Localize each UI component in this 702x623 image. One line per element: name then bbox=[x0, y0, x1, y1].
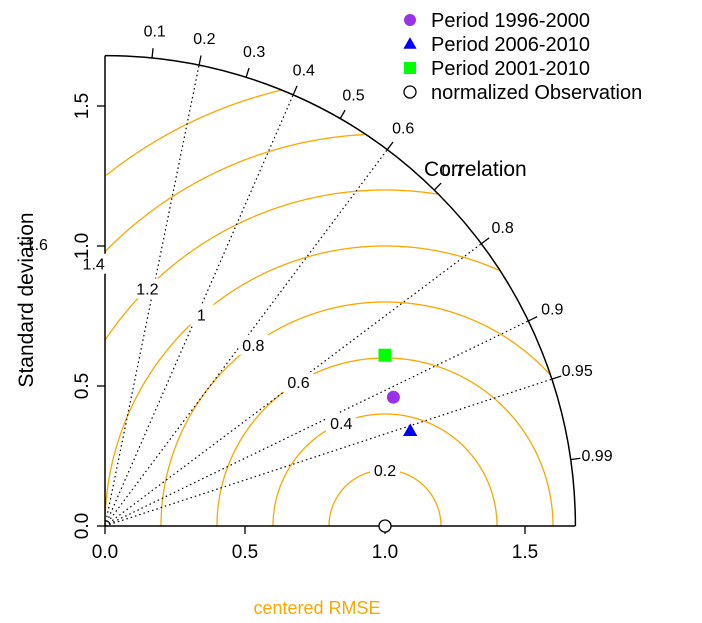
correlation-tick-label: 0.8 bbox=[491, 220, 513, 237]
correlation-tick bbox=[480, 237, 490, 245]
data-point-triangle bbox=[403, 423, 418, 436]
rmse-label-background bbox=[132, 278, 163, 299]
correlation-tick-label: 0.9 bbox=[541, 301, 563, 318]
rmse-contour-label: 0.4 bbox=[330, 416, 352, 433]
correlation-tick-label: 0.99 bbox=[581, 448, 612, 465]
data-point-square bbox=[378, 348, 392, 362]
rmse-contour bbox=[104, 245, 501, 526]
x-axis-title: centered RMSE bbox=[253, 598, 380, 618]
y-axis-tick-label: 1.0 bbox=[72, 233, 93, 259]
correlation-line bbox=[104, 378, 553, 527]
rmse-label-background bbox=[21, 234, 52, 255]
rmse-contour-label: 0.8 bbox=[242, 338, 264, 355]
rmse-label-background bbox=[283, 371, 314, 392]
rmse-contour-label: 1.4 bbox=[83, 257, 105, 274]
legend-marker bbox=[403, 37, 417, 49]
rmse-contour bbox=[216, 357, 554, 526]
correlation-tick bbox=[386, 141, 394, 151]
correlation-tick-label: 0.5 bbox=[342, 88, 364, 105]
rmse-contour-label: 1.2 bbox=[136, 281, 158, 298]
correlation-tick bbox=[245, 67, 250, 78]
data-points bbox=[378, 348, 418, 533]
legend-marker bbox=[404, 62, 416, 74]
observation-point bbox=[378, 519, 392, 533]
rmse-contours bbox=[104, 89, 554, 526]
correlation-tick bbox=[433, 182, 442, 191]
correlation-line bbox=[104, 320, 529, 527]
rmse-label-background bbox=[370, 460, 400, 480]
correlation-axis-title: Correlation bbox=[424, 158, 527, 181]
sd-outer-arc bbox=[104, 54, 577, 527]
correlation-tick-label: 0.4 bbox=[293, 62, 315, 79]
rmse-label-background bbox=[326, 412, 357, 433]
legend-label: Period 2001-2010 bbox=[431, 58, 590, 80]
rmse-label-background bbox=[238, 334, 269, 355]
data-point-circle bbox=[386, 390, 400, 404]
legend-label: normalized Observation bbox=[431, 82, 642, 104]
rmse-label-background bbox=[186, 304, 217, 325]
correlation-tick bbox=[528, 316, 538, 322]
y-axis-tick-label: 0.5 bbox=[72, 373, 93, 399]
x-axis-tick-label: 1.5 bbox=[512, 542, 538, 563]
legend-marker bbox=[404, 14, 416, 26]
legend-label: Period 2006-2010 bbox=[431, 34, 590, 56]
rmse-contour bbox=[160, 301, 551, 526]
axes: 0.0 0.0 0.5 0.5 1.0 1.0 1.5 1.5 bbox=[72, 93, 538, 563]
correlation-tick-label: 0.95 bbox=[562, 363, 593, 380]
correlation-tick bbox=[570, 457, 581, 461]
rmse-contour-label: 0.6 bbox=[287, 375, 309, 392]
rmse-contour-labels: 0.2 0.4 0.6 0.8 1 1.2 1.4 1.6 bbox=[21, 234, 400, 480]
y-axis-tick-label: 1.5 bbox=[72, 93, 93, 119]
correlation-tick-label: 0.6 bbox=[392, 120, 414, 137]
correlation-tick bbox=[551, 375, 562, 380]
correlation-tick bbox=[339, 109, 346, 119]
rmse-contour bbox=[105, 189, 438, 340]
x-axis-tick-label: 0.0 bbox=[92, 542, 118, 563]
diagram-frame bbox=[104, 54, 577, 527]
legend-label: Period 1996-2000 bbox=[431, 10, 590, 32]
rmse-contour-label: 1.6 bbox=[26, 237, 48, 254]
rmse-contour bbox=[105, 89, 281, 176]
y-axis-title: Standard deviation bbox=[15, 212, 38, 387]
legend-marker bbox=[403, 85, 417, 99]
correlation-tick-label: 0.1 bbox=[144, 23, 166, 40]
correlation-tick-label: 0.2 bbox=[193, 31, 215, 48]
correlation-tick bbox=[151, 48, 154, 59]
rmse-contour bbox=[272, 413, 498, 526]
correlation-tick-label: 0.7 bbox=[442, 163, 464, 180]
correlation-tick-label: 0.3 bbox=[243, 44, 265, 61]
correlation-tick bbox=[198, 55, 202, 66]
x-axis-tick-label: 0.5 bbox=[232, 542, 258, 563]
x-axis-tick-label: 1.0 bbox=[372, 542, 398, 563]
rmse-contour-label: 1 bbox=[197, 308, 206, 325]
correlation-tick-labels: 0.1 0.2 0.3 0.4 0.5 0.6 0.7 0.8 0.9 0.95 0.99 bbox=[144, 23, 613, 464]
y-axis-tick-label: 0.0 bbox=[72, 513, 93, 539]
correlation-tick bbox=[292, 85, 298, 96]
rmse-contour-label: 0.2 bbox=[374, 463, 396, 480]
rmse-contour bbox=[104, 133, 365, 252]
rmse-label-background bbox=[78, 253, 109, 274]
